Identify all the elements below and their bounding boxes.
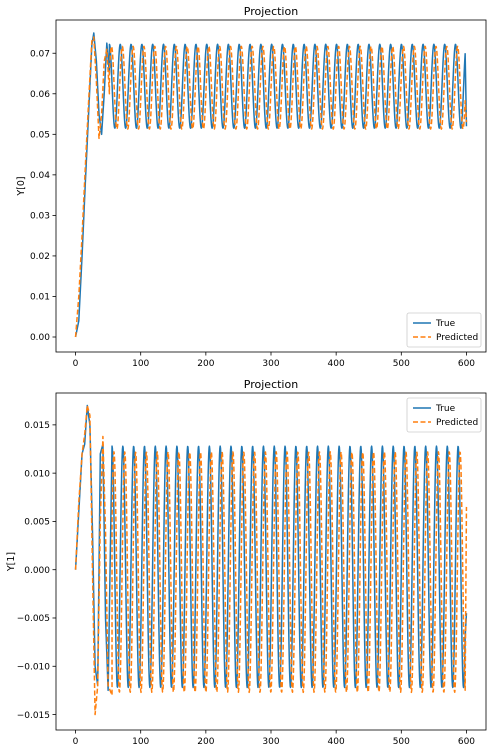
legend-box — [406, 397, 482, 433]
legend-label-predicted: Predicted — [436, 418, 478, 428]
legend-label-true: True — [435, 404, 456, 414]
y-tick-label: −0.010 — [17, 662, 51, 672]
x-tick-label: 400 — [328, 737, 345, 747]
y-tick-label: −0.005 — [17, 614, 50, 624]
x-tick-label: 100 — [132, 737, 149, 747]
series-line-true — [74, 404, 468, 692]
x-tick-label: 100 — [132, 359, 149, 369]
x-tick-label: 0 — [73, 359, 79, 369]
x-tick-label: 200 — [197, 359, 214, 369]
legend: True Predicted — [406, 397, 482, 433]
chart-title: Projection — [244, 5, 298, 18]
series-line-predicted — [74, 36, 468, 338]
chart-panel-2: Projection 0 100 200 300 400 500 600 −0.015 −0.01… — [6, 378, 487, 747]
y-tick-label: 0.06 — [30, 90, 50, 100]
x-tick-label: 400 — [328, 359, 345, 369]
legend-label-predicted: Predicted — [436, 333, 478, 343]
chart-panel-1: Projection 0 100 200 300 400 500 600 0.00 0.01 0.0… — [16, 5, 487, 369]
y-axis-label: Y[1] — [6, 552, 17, 572]
x-tick-label: 300 — [262, 737, 279, 747]
y-tick-label: 0.00 — [30, 333, 50, 343]
y-tick-label: 0.07 — [30, 49, 50, 59]
y-tick-label: 0.010 — [24, 469, 50, 479]
x-tick-label: 500 — [393, 737, 410, 747]
y-tick-label: 0.03 — [30, 212, 50, 222]
x-tick-label: 600 — [458, 737, 475, 747]
y-tick-label: 0.05 — [30, 131, 50, 141]
plot-lines — [74, 404, 468, 716]
x-tick-label: 300 — [262, 359, 279, 369]
y-tick-label: 0.015 — [24, 421, 50, 431]
y-tick-label: 0.02 — [30, 252, 50, 262]
x-tick-label: 0 — [73, 737, 79, 747]
x-tick-label: 200 — [197, 737, 214, 747]
y-tick-label: −0.015 — [17, 711, 50, 721]
y-tick-label: 0.000 — [24, 566, 50, 576]
y-tick-label: 0.04 — [30, 171, 50, 181]
y-axis-label: Y[0] — [16, 176, 27, 196]
legend-box — [406, 312, 482, 348]
series-line-predicted — [74, 404, 468, 716]
legend-label-true: True — [435, 319, 456, 329]
series-line-true — [74, 32, 468, 338]
x-tick-label: 600 — [458, 359, 475, 369]
x-tick-label: 500 — [393, 359, 410, 369]
y-tick-label: 0.01 — [30, 293, 50, 303]
y-tick-label: 0.005 — [24, 518, 50, 528]
legend: True Predicted — [406, 312, 482, 348]
plot-lines — [74, 32, 468, 338]
chart-title: Projection — [244, 378, 298, 391]
